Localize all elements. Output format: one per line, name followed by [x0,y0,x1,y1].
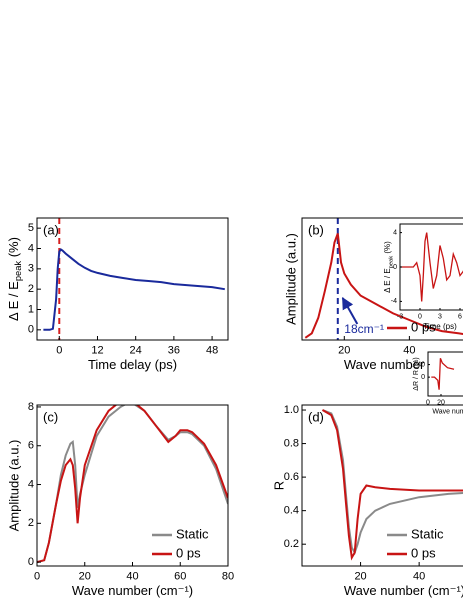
y-axis-title: Δ E / Epeak (%) [6,237,23,321]
x-tick-label: 0 [34,570,40,582]
data-line [43,248,225,331]
axes-frame [301,404,463,567]
y-tick-label: 2 [28,517,34,529]
panel-label: (c) [43,409,58,424]
y-tick-label: 5 [28,222,34,234]
x-tick-label: 40 [126,570,138,582]
data-line [37,405,228,564]
data-line [321,409,463,561]
y-axis-title-part: Δ E / E [6,281,21,321]
data-line [431,358,455,390]
y-axis-title: R [271,481,286,490]
x-tick-label: 40 [403,344,415,356]
y-tick-label: 4 [393,229,397,236]
x-axis-title: Wave number [432,408,463,415]
x-tick-label: 0 [56,344,62,356]
y-axis-title-part: (%) [383,241,392,256]
data-line [304,233,463,339]
axes-frame [36,404,229,567]
y-tick-label: 0 [28,556,34,568]
inset: -3 0 3 6 -4 0 4 Time (ps) Δ E / Epeak (%) [383,223,463,331]
x-axis-title: Wave number (cm⁻¹) [344,583,463,598]
y-tick-label: 0 [421,374,425,381]
x-tick-label: 20 [338,344,350,356]
annotation: 18cm⁻¹ [344,322,384,336]
x-tick-label: 6 [458,313,462,320]
x-axis-title: Time delay (ps) [88,357,177,372]
data-line [322,409,463,555]
legend-label: Static [411,526,444,541]
y-tick-label: 0.8 [284,437,299,449]
y-tick-label: 4 [28,478,34,490]
y-tick-label: 0.6 [284,471,299,483]
data-line [37,405,228,564]
y-tick-label: 3 [28,263,34,275]
y-tick-label: 1 [28,303,34,315]
axes-frame [427,351,463,397]
legend-label: 0 ps [176,545,201,560]
legend-label: 0 ps [411,319,436,334]
x-tick-label: 20 [354,570,366,582]
y-axis-title: Δ E / Epeak (%) [383,241,394,293]
y-tick-label: 6 [28,440,34,452]
inset: 0 20 0 40 Wave number ΔR / R (%) [413,351,463,415]
y-axis-title-part: Δ E / E [383,268,392,292]
y-tick-label: 0 [28,324,34,336]
x-tick-label: 20 [437,399,445,406]
y-axis-title-part: peak [388,256,394,269]
x-tick-label: 0 [426,399,430,406]
panel-label: (d) [308,409,324,424]
x-tick-label: 12 [91,344,103,356]
x-tick-label: 36 [168,344,180,356]
y-tick-label: 0.2 [284,538,299,550]
axes-frame [301,217,463,341]
y-tick-label: 0.4 [284,505,299,517]
x-tick-label: 3 [438,313,442,320]
x-tick-label: 80 [222,570,234,582]
y-tick-label: 40 [417,361,425,368]
y-axis-title: Amplitude (a.u.) [283,233,298,325]
panel-label: (b) [308,222,324,237]
x-axis-title: Wave number (cm⁻¹) [72,583,193,598]
x-tick-label: 40 [413,570,425,582]
legend-label: Static [176,526,209,541]
y-axis-title-part: (%) [6,237,21,261]
y-tick-label: 1.0 [284,404,299,416]
legend-label: 0 ps [411,545,436,560]
inset-background [427,351,463,397]
y-tick-label: 8 [28,401,34,413]
x-tick-label: 0 [418,313,422,320]
x-axis-title: Time (ps) [423,322,457,331]
y-axis-title: Amplitude (a.u.) [6,440,21,532]
x-tick-label: -3 [397,313,403,320]
panel-label: (a) [43,222,59,237]
y-tick-label: 0 [393,264,397,271]
y-axis-title: ΔR / R (%) [413,357,420,390]
annotation-arrow [341,296,359,325]
y-tick-label: -4 [391,298,397,305]
y-tick-label: 4 [28,242,34,254]
y-tick-label: 2 [28,283,34,295]
x-tick-label: 24 [130,344,142,356]
axes-frame [36,217,229,341]
x-tick-label: 60 [174,570,186,582]
y-axis-title-part: peak [13,261,23,282]
x-tick-label: 48 [206,344,218,356]
panel: 0 20 40 60 80 0 2 4 6 8 Wave number (cm⁻¹) Amplitud… [6,401,234,598]
x-tick-label: 20 [79,570,91,582]
data-line [400,232,463,302]
